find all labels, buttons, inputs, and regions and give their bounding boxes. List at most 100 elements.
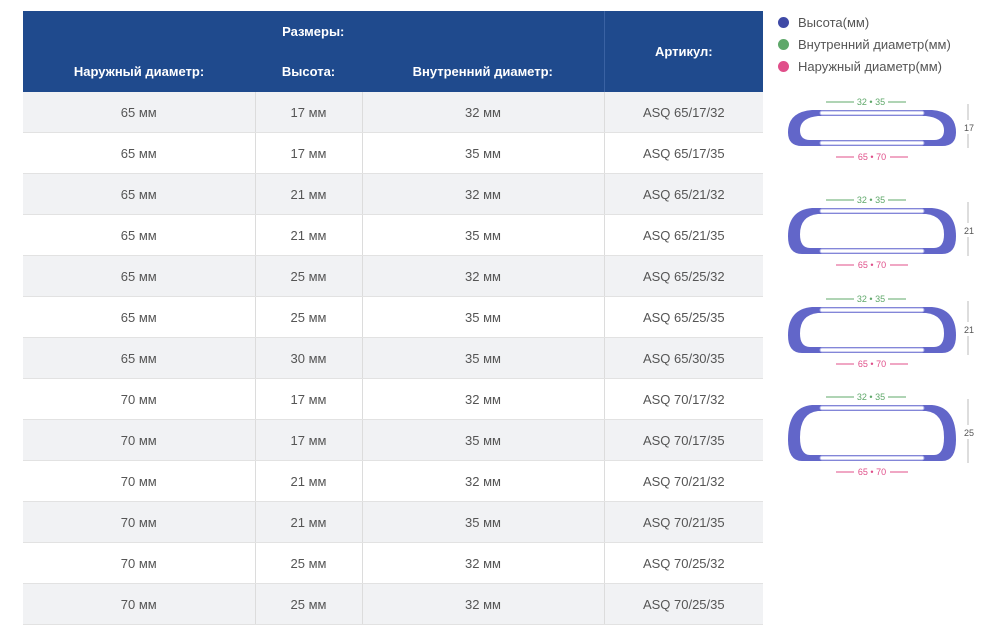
ring-inner-cutout xyxy=(800,411,944,455)
table-row: 65 мм 17 мм 32 мм ASQ 65/17/32 xyxy=(23,92,764,133)
height-cell: 21 мм xyxy=(255,501,363,543)
inner-diameter-cell: 32 мм xyxy=(362,542,605,584)
outer-diameter-cell: 65 мм xyxy=(23,132,256,174)
inner-diameter-cell: 32 мм xyxy=(362,378,605,420)
inner-diameter-cell: 35 мм xyxy=(362,501,605,543)
outer-diameter-cell: 65 мм xyxy=(23,296,256,338)
article-column-header: Артикул: xyxy=(603,11,764,92)
profile-diagrams-svg: 32 • 35 17 65 • 70 32 • 35 21 65 • 70 32 • 35 2… xyxy=(788,97,974,477)
ring-profile-diagram: 32 • 35 17 65 • 70 xyxy=(788,97,974,162)
ring-bottom-band xyxy=(819,455,925,461)
inner-diameter-cell: 32 мм xyxy=(362,255,605,297)
legend-item-outer-diameter: Наружный диаметр(мм) xyxy=(778,55,998,77)
article-cell: ASQ 65/17/32 xyxy=(604,92,764,133)
article-cell: ASQ 70/25/32 xyxy=(604,542,764,584)
outer-diameter-cell: 65 мм xyxy=(23,255,256,297)
ring-bottom-band xyxy=(819,347,925,353)
legend-dot-outer-diameter xyxy=(778,60,789,72)
height-cell: 30 мм xyxy=(255,337,363,379)
ring-inner-cutout xyxy=(800,313,944,347)
inner-diameter-cell: 32 мм xyxy=(362,173,605,215)
article-cell: ASQ 65/30/35 xyxy=(604,337,764,379)
legend-label-inner-diameter: Внутренний диаметр(мм) xyxy=(798,36,951,52)
outer-diameter-cell: 70 мм xyxy=(23,501,256,543)
article-cell: ASQ 65/21/35 xyxy=(604,214,764,256)
outer-diameter-cell: 65 мм xyxy=(23,173,256,215)
height-cell: 25 мм xyxy=(255,542,363,584)
height-label: 21 xyxy=(964,325,974,335)
table-row: 70 мм 25 мм 32 мм ASQ 70/25/32 xyxy=(23,542,764,584)
height-cell: 17 мм xyxy=(255,378,363,420)
article-cell: ASQ 70/25/35 xyxy=(604,583,764,625)
height-label: 21 xyxy=(964,226,974,236)
ring-top-band xyxy=(819,307,925,313)
height-label: 17 xyxy=(964,123,974,133)
article-cell: ASQ 70/17/35 xyxy=(604,419,764,461)
ring-profile-diagram: 32 • 35 21 65 • 70 xyxy=(788,195,974,270)
inner-diameter-label: 32 • 35 xyxy=(857,294,885,304)
height-column-header: Высота: xyxy=(255,51,362,92)
height-cell: 25 мм xyxy=(255,296,363,338)
table-row: 70 мм 17 мм 35 мм ASQ 70/17/35 xyxy=(23,419,764,461)
outer-diameter-cell: 65 мм xyxy=(23,92,256,133)
table-row: 65 мм 17 мм 35 мм ASQ 65/17/35 xyxy=(23,132,764,174)
ring-profile-diagram: 32 • 35 25 65 • 70 xyxy=(788,392,974,477)
article-cell: ASQ 65/21/32 xyxy=(604,173,764,215)
legend-item-inner-diameter: Внутренний диаметр(мм) xyxy=(778,33,998,55)
table-row: 65 мм 30 мм 35 мм ASQ 65/30/35 xyxy=(23,337,764,379)
ring-top-band xyxy=(819,405,925,411)
table-row: 70 мм 21 мм 32 мм ASQ 70/21/32 xyxy=(23,460,764,502)
height-cell: 21 мм xyxy=(255,214,363,256)
ring-bottom-band xyxy=(819,140,925,146)
inner-diameter-cell: 32 мм xyxy=(362,460,605,502)
height-cell: 17 мм xyxy=(255,419,363,461)
table-row: 70 мм 17 мм 32 мм ASQ 70/17/32 xyxy=(23,378,764,420)
outer-diameter-cell: 70 мм xyxy=(23,542,256,584)
table-row: 70 мм 21 мм 35 мм ASQ 70/21/35 xyxy=(23,501,764,543)
article-cell: ASQ 65/25/35 xyxy=(604,296,764,338)
height-cell: 25 мм xyxy=(255,255,363,297)
table-row: 70 мм 25 мм 32 мм ASQ 70/25/35 xyxy=(23,583,764,625)
inner-diameter-cell: 35 мм xyxy=(362,296,605,338)
ring-bottom-band xyxy=(819,248,925,254)
legend-item-height: Высота(мм) xyxy=(778,11,998,33)
sizes-table-body: 65 мм 17 мм 32 мм ASQ 65/17/32 65 мм 17 мм 35 … xyxy=(23,92,764,625)
height-cell: 17 мм xyxy=(255,92,363,133)
table-row: 65 мм 21 мм 32 мм ASQ 65/21/32 xyxy=(23,173,764,215)
inner-diameter-label: 32 • 35 xyxy=(857,195,885,205)
inner-diameter-cell: 35 мм xyxy=(362,132,605,174)
outer-diameter-column-header: Наружный диаметр: xyxy=(23,51,255,92)
legend-dot-inner-diameter xyxy=(778,38,789,50)
legend-label-outer-diameter: Наружный диаметр(мм) xyxy=(798,58,942,74)
outer-diameter-cell: 65 мм xyxy=(23,214,256,256)
outer-diameter-cell: 65 мм xyxy=(23,337,256,379)
ring-top-band xyxy=(819,110,925,116)
article-cell: ASQ 70/17/32 xyxy=(604,378,764,420)
table-row: 65 мм 21 мм 35 мм ASQ 65/21/35 xyxy=(23,214,764,256)
legend: Высота(мм) Внутренний диаметр(мм) Наружн… xyxy=(778,11,998,77)
inner-diameter-label: 32 • 35 xyxy=(857,392,885,402)
outer-diameter-cell: 70 мм xyxy=(23,419,256,461)
height-cell: 21 мм xyxy=(255,460,363,502)
profile-diagrams: 32 • 35 17 65 • 70 32 • 35 21 65 • 70 32 • 35 2… xyxy=(780,88,995,483)
inner-diameter-cell: 35 мм xyxy=(362,337,605,379)
sizes-table-container: Размеры: Артикул: Наружный диаметр: Высо… xyxy=(23,11,764,625)
outer-diameter-cell: 70 мм xyxy=(23,378,256,420)
outer-diameter-cell: 70 мм xyxy=(23,460,256,502)
ring-inner-cutout xyxy=(800,116,944,140)
article-cell: ASQ 65/25/32 xyxy=(604,255,764,297)
sizes-table: Размеры: Артикул: Наружный диаметр: Высо… xyxy=(23,11,764,625)
table-row: 65 мм 25 мм 35 мм ASQ 65/25/35 xyxy=(23,296,764,338)
height-cell: 25 мм xyxy=(255,583,363,625)
ring-top-band xyxy=(819,208,925,214)
table-row: 65 мм 25 мм 32 мм ASQ 65/25/32 xyxy=(23,255,764,297)
legend-dot-height xyxy=(778,16,789,28)
outer-diameter-label: 65 • 70 xyxy=(858,359,886,369)
outer-diameter-label: 65 • 70 xyxy=(858,260,886,270)
article-cell: ASQ 70/21/35 xyxy=(604,501,764,543)
inner-diameter-label: 32 • 35 xyxy=(857,97,885,107)
ring-inner-cutout xyxy=(800,214,944,248)
height-label: 25 xyxy=(964,428,974,438)
inner-diameter-cell: 35 мм xyxy=(362,214,605,256)
ring-profile-diagram: 32 • 35 21 65 • 70 xyxy=(788,294,974,369)
